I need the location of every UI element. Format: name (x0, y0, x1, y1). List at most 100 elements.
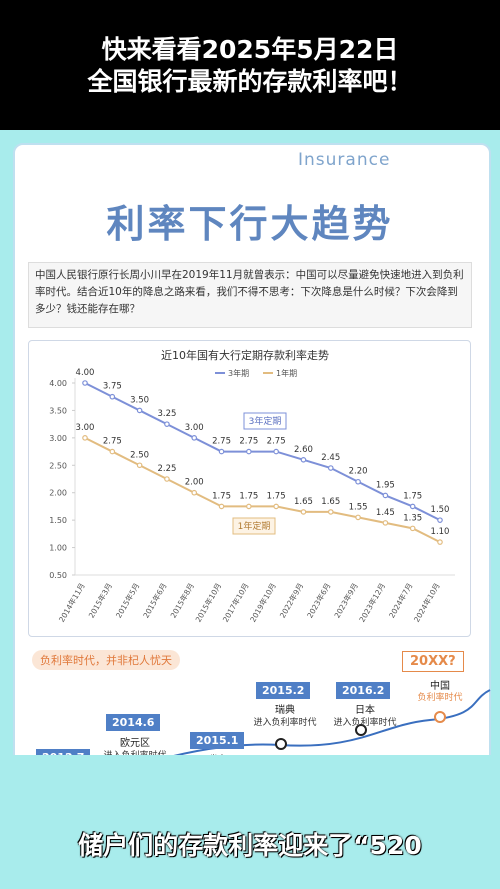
event-date: 20XX? (402, 651, 464, 672)
point (164, 421, 170, 427)
series-line (84, 382, 441, 522)
event-date: 2016.2 (336, 682, 391, 699)
x-tick-label: 2015年10月 (193, 581, 223, 624)
value-label: 3.00 (185, 423, 204, 433)
x-tick-label: 2024年7月 (386, 581, 414, 620)
x-tick-label: 2015年5月 (113, 581, 141, 620)
caption: 快来看看2025年5月22日 (101, 35, 399, 64)
chart-title: 近10年国有大行定期存款利率走势 (161, 348, 329, 362)
annotation-box (243, 412, 287, 430)
value-label: 4.00 (76, 368, 95, 378)
timeline-dot (275, 738, 287, 750)
event-note: 进入负利率时代 (333, 718, 397, 728)
point (136, 407, 143, 414)
event-date: 2014.6 (106, 714, 161, 731)
value-label: 2.60 (294, 445, 313, 455)
value-label: 1.75 (403, 491, 422, 501)
value-label: 1.55 (349, 502, 368, 512)
event-place: 瑞典 (275, 705, 295, 716)
value-label: 2.20 (349, 467, 368, 477)
timeline-dot (355, 724, 367, 736)
y-tick-label: 2.00 (49, 489, 67, 498)
value-label: 1.65 (321, 497, 340, 507)
event-date: 2015.2 (256, 682, 311, 699)
top-band (0, 0, 500, 130)
value-label: 1.95 (376, 480, 395, 490)
x-tick-label: 2015年3月 (86, 581, 114, 620)
value-label: 2.45 (321, 453, 340, 463)
timeline-heading: 负利率时代，并非杞人忧天 (32, 650, 180, 670)
point (382, 520, 389, 526)
value-label: 3.25 (157, 409, 176, 419)
point (246, 448, 252, 455)
value-label: 2.75 (239, 437, 258, 447)
point (109, 393, 116, 400)
timeline-dot (434, 711, 446, 723)
x-tick-label: 2015年6月 (141, 581, 169, 620)
point (218, 503, 225, 510)
point (300, 456, 307, 463)
event-date: 2015.1 (190, 732, 245, 749)
series-line (84, 436, 441, 543)
event-note: 负利率时代 (417, 693, 463, 703)
value-label: 2.75 (103, 437, 122, 447)
card-title: 利率下行大趋势 (106, 202, 394, 246)
y-tick-label: 2.50 (49, 461, 67, 470)
value-label: 1.45 (376, 508, 395, 518)
point (437, 517, 443, 523)
y-tick-label: 1.50 (49, 516, 67, 525)
legend-label: 1年期 (276, 368, 297, 378)
value-label: 2.00 (185, 478, 204, 488)
point (246, 503, 252, 510)
x-tick-label: 2024年10月 (411, 581, 441, 624)
point (327, 509, 334, 515)
point (355, 514, 361, 521)
x-tick-label: 2015年8月 (168, 581, 196, 620)
card (13, 143, 491, 787)
x-tick-label: 2019年10月 (247, 581, 277, 624)
x-tick-label: 2022年9月 (277, 581, 305, 620)
value-label: 3.75 (103, 382, 122, 392)
point (355, 478, 361, 485)
value-label: 1.35 (403, 513, 422, 523)
event-note: 进入负利率时代 (253, 718, 317, 728)
event-place: 日本 (355, 705, 375, 716)
y-tick-label: 1.00 (49, 544, 67, 553)
intro-text: 中国人民银行原行长周小川早在2019年11月就曾表示：中国可以尽量避免快速地进入… (28, 262, 472, 328)
chart-box (28, 340, 471, 637)
value-label: 2.75 (267, 437, 286, 447)
value-label: 1.75 (212, 491, 231, 501)
x-tick-label: 2023年12月 (357, 581, 387, 624)
legend-label: 3年期 (228, 368, 249, 378)
point (273, 503, 279, 510)
y-tick-label: 0.50 (49, 571, 67, 580)
annotation: 3年定期 (249, 415, 282, 427)
point (191, 489, 198, 496)
point (218, 448, 225, 455)
event-place: 中国 (430, 681, 450, 692)
point (300, 509, 307, 515)
point (273, 448, 279, 455)
x-tick-label: 2017年10月 (220, 581, 250, 624)
x-tick-label: 2014年11月 (56, 581, 86, 624)
y-tick-label: 3.00 (49, 434, 67, 443)
x-tick-label: 2023年6月 (304, 581, 332, 620)
point (409, 503, 416, 510)
point (409, 525, 416, 532)
point (136, 462, 143, 469)
event-place: 欧元区 (120, 738, 150, 749)
value-label: 1.50 (431, 505, 450, 515)
caption: 全国银行最新的存款利率吧！ (87, 67, 413, 96)
value-label: 3.50 (130, 395, 149, 405)
point (164, 476, 170, 482)
value-label: 2.75 (212, 437, 231, 447)
value-label: 2.50 (130, 450, 149, 460)
point (109, 448, 116, 455)
y-tick-label: 4.00 (49, 379, 67, 388)
card-label: Insurance (298, 150, 391, 170)
point (327, 465, 334, 471)
